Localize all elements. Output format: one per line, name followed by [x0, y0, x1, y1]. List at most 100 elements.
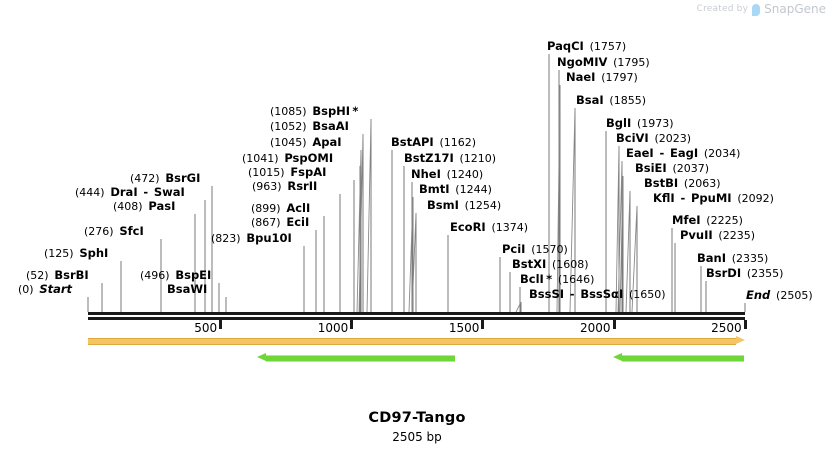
- enzyme-name: BsaAI: [312, 119, 349, 133]
- site-position: (1045): [270, 136, 307, 149]
- site-position: (1015): [248, 166, 285, 179]
- feature-arrow-head-icon: [736, 336, 745, 344]
- site-position: (1650): [628, 288, 666, 301]
- site-label: BsaI (1855): [576, 94, 646, 108]
- site-position: (1210): [459, 152, 497, 165]
- site-position: (2092): [737, 192, 774, 205]
- site-position: (2505): [776, 289, 813, 302]
- enzyme-name: BsmI: [427, 198, 459, 212]
- enzyme-name: Start: [39, 282, 73, 296]
- enzyme-name: EaeI: [626, 146, 654, 160]
- ruler-tick-label: 1000: [317, 321, 349, 335]
- ruler-tick: [743, 320, 747, 329]
- enzyme-name: BsrBI: [54, 268, 89, 282]
- methylation-star-icon: *: [350, 104, 359, 118]
- site-label: BstAPI (1162): [391, 136, 477, 150]
- site-label: (867) EciI: [251, 215, 310, 230]
- enzyme-name: BspEI: [175, 268, 212, 282]
- enzyme-name: DraI: [110, 185, 138, 199]
- site-label: BanI (2335): [697, 251, 768, 266]
- site-position: (496): [140, 269, 170, 282]
- site-label: KflI - PpuMI (2092): [653, 191, 774, 206]
- axis-bar-bottom: [88, 317, 745, 320]
- site-position: (1240): [446, 168, 484, 181]
- enzyme-name: BanI: [697, 251, 726, 265]
- enzyme-name: BssSI: [529, 287, 565, 301]
- site-label: BglI (1973): [606, 117, 674, 131]
- site-label: (1052) BsaAI: [270, 119, 349, 134]
- ruler-tick: [219, 320, 223, 329]
- site-label: (1041) PspOMI: [242, 151, 334, 166]
- site-label: NheI (1240): [411, 167, 484, 182]
- feature-arrow[interactable]: [257, 353, 456, 362]
- enzyme-name: RsrII: [287, 179, 318, 193]
- site-position: (472): [130, 172, 160, 185]
- enzyme-name: PspOMI: [284, 151, 334, 165]
- site-position: (2355): [746, 267, 784, 280]
- site-position: (1041): [242, 152, 279, 165]
- feature-arrow[interactable]: [612, 353, 744, 362]
- ruler-tick: [481, 320, 485, 329]
- site-label: NgoMIV (1795): [557, 56, 650, 70]
- axis-bar-top: [88, 312, 745, 315]
- enzyme-name: NheI: [411, 167, 441, 181]
- site-position: (1646): [557, 273, 595, 286]
- enzyme-name: BciVI: [616, 131, 649, 145]
- site-position: (899): [251, 202, 281, 215]
- site-label: BstBI (2063): [644, 176, 721, 191]
- enzyme-name-alt: EagI: [669, 146, 699, 160]
- enzyme-name-alt: PpuMI: [691, 191, 732, 205]
- isoschizomer-separator: -: [653, 146, 670, 160]
- site-label: (496) BspEI: [140, 268, 212, 283]
- site-position: (2235): [718, 229, 755, 242]
- site-position: (1085): [270, 105, 307, 118]
- isoschizomer-separator: -: [564, 287, 581, 301]
- site-position: (1757): [589, 40, 627, 53]
- enzyme-name: BstXI: [512, 257, 547, 271]
- site-position: (823): [211, 232, 241, 245]
- feature-arrow-head-icon: [612, 353, 622, 361]
- enzyme-name: PvuII: [680, 228, 713, 242]
- site-label: (0) Start: [18, 282, 73, 297]
- isoschizomer-separator: -: [674, 191, 691, 205]
- site-position: (2063): [683, 177, 721, 190]
- title-block: CD97-Tango 2505 bp: [0, 410, 834, 444]
- site-position: (1795): [613, 56, 650, 69]
- enzyme-name: BstBI: [644, 176, 679, 190]
- site-label: BsmI (1254): [427, 198, 501, 213]
- site-label: (276) SfcI: [84, 224, 144, 239]
- site-label: End (2505): [746, 289, 813, 303]
- site-position: (0): [18, 283, 34, 296]
- enzyme-name: EciI: [286, 215, 310, 229]
- feature-tracks: [0, 336, 834, 376]
- ruler-tick-label: 500: [194, 321, 218, 335]
- site-position: (1244): [455, 183, 492, 196]
- enzyme-name: BmtI: [419, 182, 450, 196]
- site-label: NaeI (1797): [566, 71, 638, 85]
- site-label: (899) AclI: [251, 202, 310, 216]
- site-position: (1570): [531, 243, 568, 256]
- ruler-tick: [612, 320, 616, 329]
- enzyme-name: SfcI: [119, 224, 144, 238]
- site-label: (125) SphI: [44, 246, 109, 261]
- site-label: BsaWI: [167, 283, 207, 296]
- feature-arrow-head-icon: [257, 353, 267, 361]
- feature-arrow[interactable]: [88, 336, 745, 345]
- enzyme-name: KflI: [653, 191, 675, 205]
- site-label: MfeI (2225): [672, 214, 743, 228]
- site-label: PciI (1570): [502, 243, 568, 257]
- site-position: (444): [75, 186, 105, 199]
- watermark-prefix: Created by: [696, 4, 749, 14]
- site-position: (1162): [439, 136, 477, 149]
- site-label: (1085) BspHI *: [270, 104, 359, 119]
- enzyme-name: BsrGI: [165, 171, 201, 185]
- watermark-brand: SnapGene: [764, 2, 826, 16]
- site-position: (52): [26, 269, 49, 282]
- enzyme-name: BsrDI: [706, 266, 742, 280]
- site-label: BssSI - BssSαI (1650): [529, 287, 666, 302]
- enzyme-name: SphI: [79, 246, 109, 260]
- site-label: PvuII (2235): [680, 228, 755, 243]
- site-position: (1797): [601, 71, 638, 84]
- enzyme-name: PaqCI: [547, 39, 584, 53]
- site-label: (1015) FspAI: [248, 166, 326, 180]
